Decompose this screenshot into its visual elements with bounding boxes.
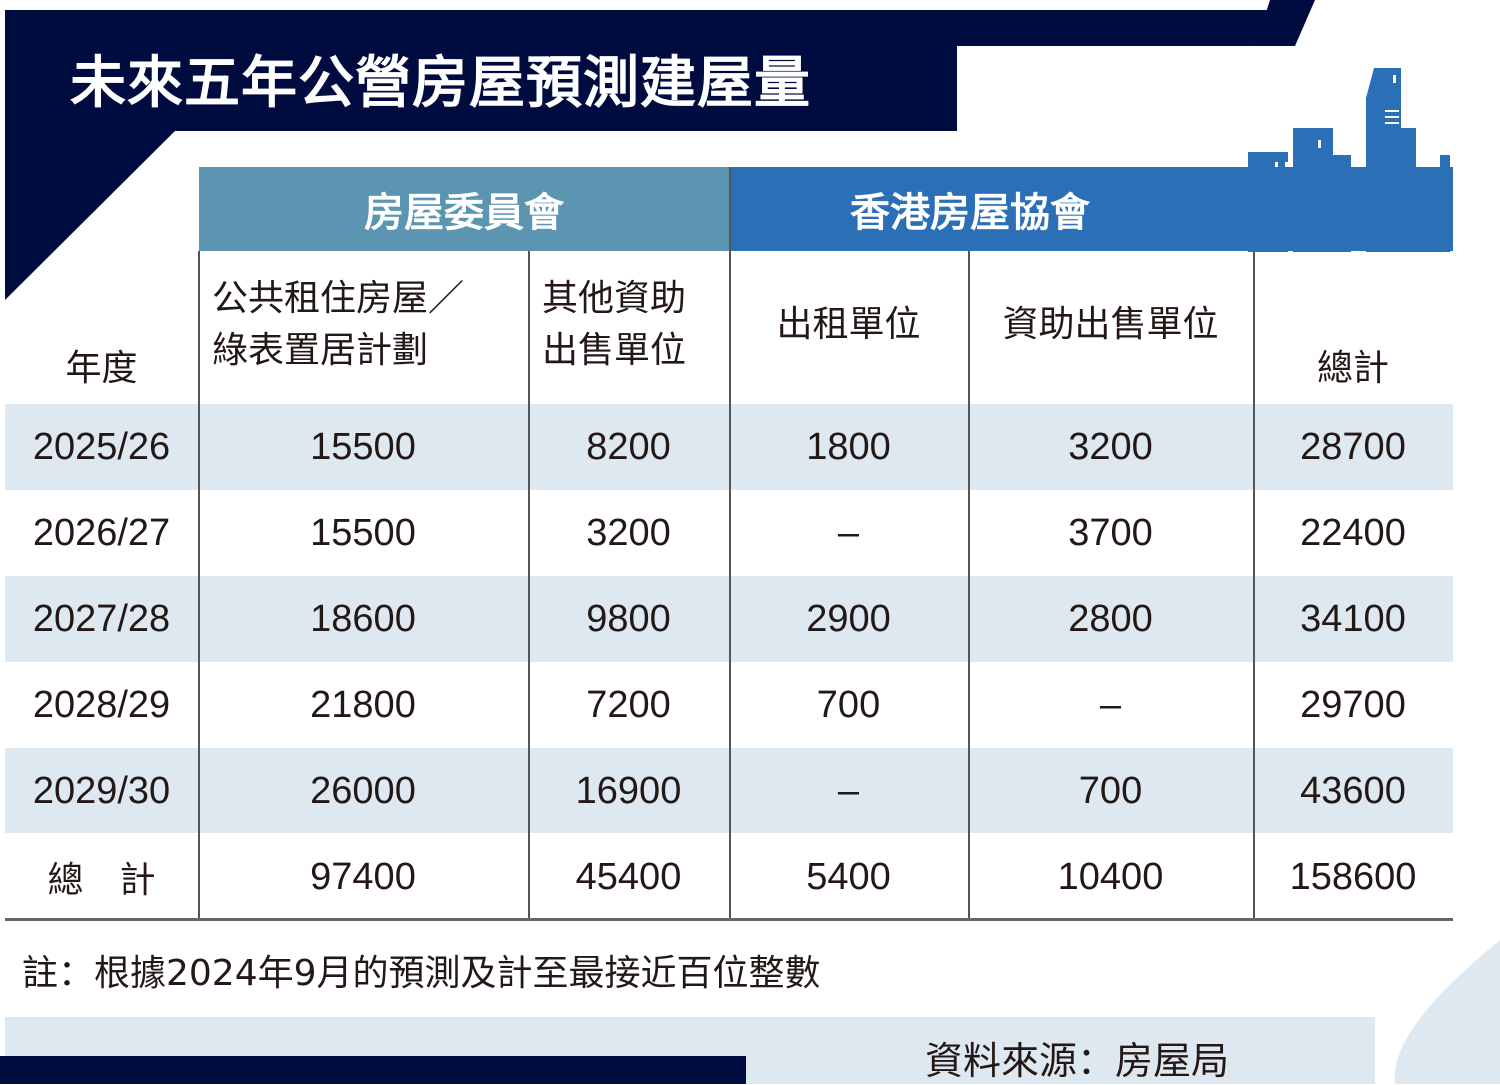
- table-cell: 158600: [1289, 855, 1417, 898]
- column-header: 出租單位: [729, 255, 968, 395]
- title-banner: [5, 10, 1270, 300]
- column-header: 公共租住房屋／ 綠表置居計劃: [198, 255, 528, 395]
- table-cell: 9800: [586, 597, 671, 640]
- table-cell: 700: [1078, 769, 1143, 812]
- group-header-housing-society: 香港房屋協會: [730, 167, 1453, 251]
- table-cell: 8200: [586, 425, 671, 468]
- column-header-line: 出租單位: [776, 304, 921, 345]
- corner-swoosh: [1394, 940, 1500, 1084]
- row-label: 2029/30: [32, 769, 171, 812]
- column-header: 其他資助 出售單位: [528, 255, 729, 395]
- table-cell: 7200: [586, 683, 671, 726]
- table-cell: 22400: [1300, 511, 1406, 554]
- column-header-line: 其他資助: [542, 278, 687, 319]
- table-cell: 97400: [310, 855, 416, 898]
- table-cell: 3200: [586, 511, 671, 554]
- row-label: 2025/26: [32, 425, 171, 468]
- bottom-bar: [0, 1056, 746, 1084]
- row-label: 2026/27: [32, 511, 171, 554]
- table-cell: 45400: [575, 855, 682, 898]
- table-cell: 15500: [310, 425, 416, 468]
- group-header-housing-authority: 房屋委員會: [199, 167, 729, 251]
- column-header: 資助出售單位: [968, 255, 1253, 395]
- table-bottom-rule: [5, 918, 1453, 921]
- table-cell: 2800: [1068, 597, 1153, 640]
- column-header-line: 公共租住房屋／: [212, 278, 465, 319]
- column-header: 年度: [5, 255, 198, 395]
- page-title: 未來五年公營房屋預測建屋量: [70, 51, 811, 116]
- column-header-line: 出售單位: [542, 330, 687, 371]
- table-cell: 28700: [1300, 425, 1406, 468]
- table-cell: 2900: [806, 597, 891, 640]
- column-header: 總計: [1253, 255, 1453, 395]
- table-cell: 43600: [1300, 769, 1406, 812]
- table-cell: 1800: [806, 425, 891, 468]
- table-cell: 700: [816, 683, 881, 726]
- column-header-line: 綠表置居計劃: [212, 330, 429, 371]
- table-cell: 3700: [1068, 511, 1153, 554]
- table-cell: 18600: [310, 597, 416, 640]
- banner-stripe: [1255, 0, 1315, 46]
- table-cell: 15500: [310, 511, 416, 554]
- table-cell: 3200: [1068, 425, 1153, 468]
- table-cell: –: [837, 769, 860, 812]
- table-cell: 10400: [1057, 855, 1164, 898]
- table-cell: –: [837, 511, 860, 554]
- table-cell: 34100: [1300, 597, 1406, 640]
- table-cell: –: [1099, 683, 1122, 726]
- row-label: 2027/28: [32, 597, 171, 640]
- table-cell: 26000: [310, 769, 416, 812]
- row-label: 2028/29: [32, 683, 171, 726]
- column-header-line: 年度: [65, 348, 138, 389]
- column-header-line: 總計: [1316, 348, 1389, 389]
- column-header-line: 資助出售單位: [1002, 304, 1219, 345]
- source-credit: 資料來源：房屋局: [925, 1039, 1230, 1083]
- footnote: 註：根據2024年9月的預測及計至最接近百位整數: [22, 953, 821, 994]
- row-label: 總 計: [47, 860, 156, 901]
- table-cell: 29700: [1300, 683, 1406, 726]
- table-cell: 16900: [575, 769, 682, 812]
- table-cell: 5400: [806, 855, 891, 898]
- table-cell: 21800: [310, 683, 416, 726]
